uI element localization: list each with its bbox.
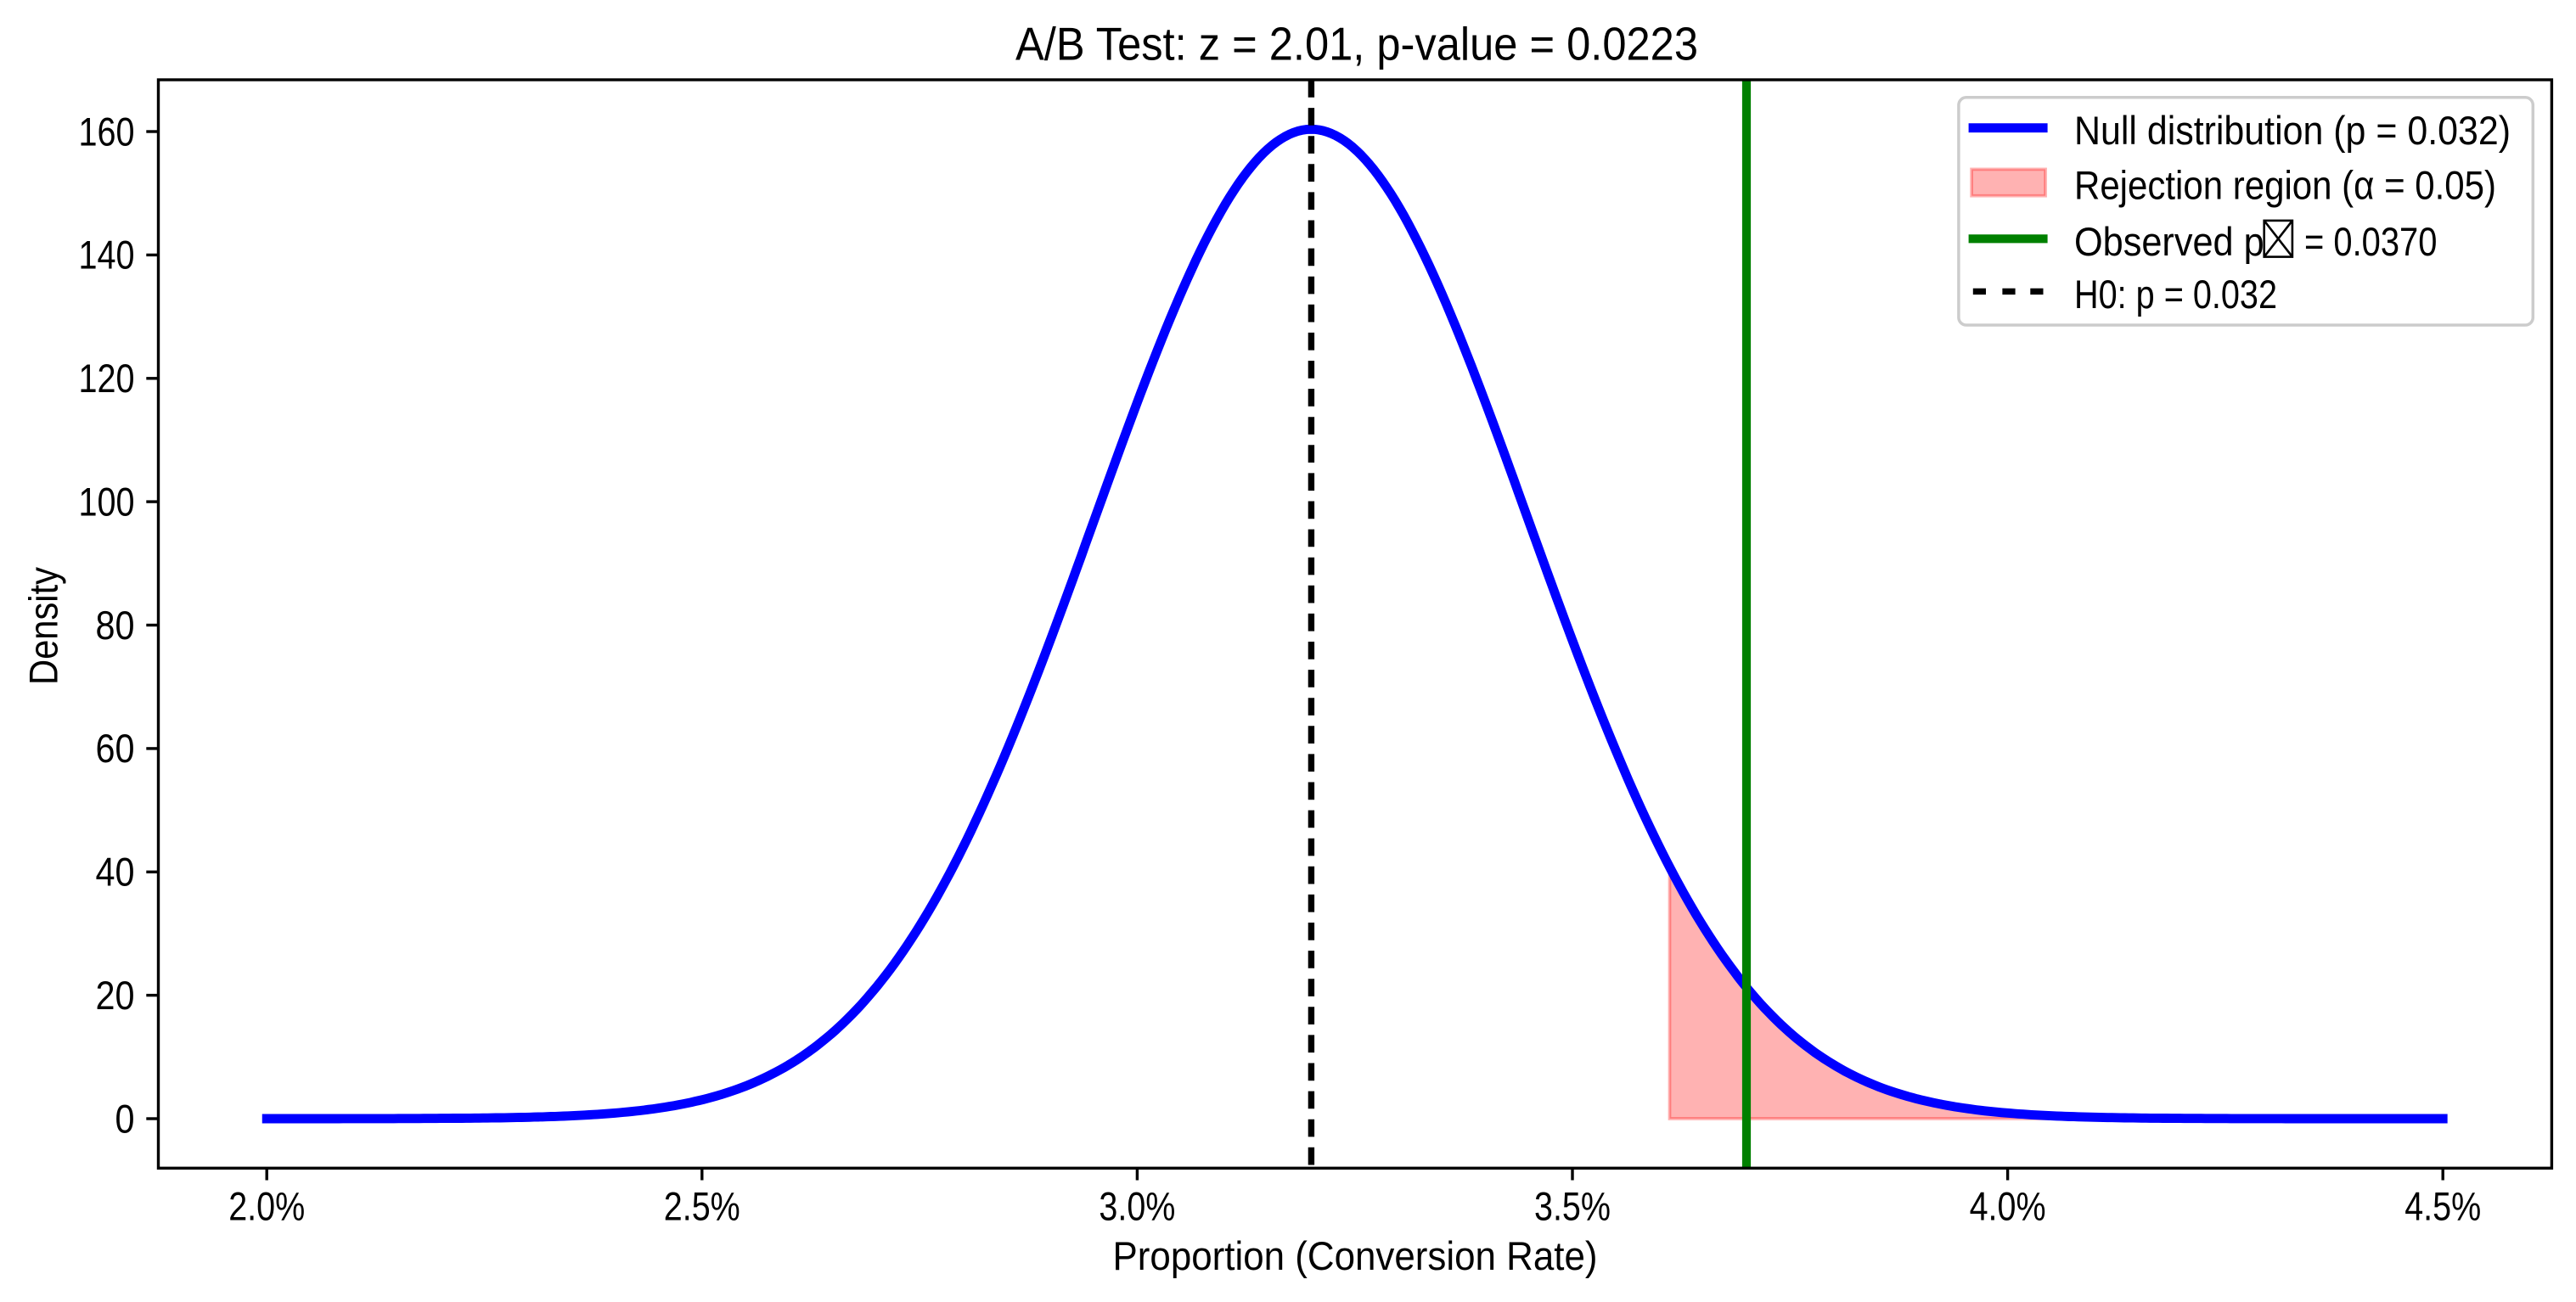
svg-text:Null distribution (p = 0.032): Null distribution (p = 0.032) [2074, 108, 2511, 153]
svg-text:H0: p = 0.032: H0: p = 0.032 [2074, 272, 2277, 317]
svg-text:100: 100 [79, 479, 135, 524]
svg-text:Rejection region (α = 0.05): Rejection region (α = 0.05) [2074, 163, 2496, 208]
svg-text:Density: Density [21, 567, 66, 685]
svg-text:20: 20 [96, 973, 135, 1018]
svg-text:40: 40 [96, 850, 135, 895]
svg-text:60: 60 [96, 726, 135, 771]
svg-text:2.0%: 2.0% [228, 1184, 305, 1229]
svg-text:3.5%: 3.5% [1534, 1184, 1611, 1229]
svg-text:140: 140 [79, 233, 135, 278]
svg-text:160: 160 [79, 109, 135, 154]
svg-text:4.5%: 4.5% [2404, 1184, 2481, 1229]
svg-text:4.0%: 4.0% [1970, 1184, 2046, 1229]
svg-text:Observed p: Observed p [2074, 219, 2264, 264]
svg-text:= 0.0370: = 0.0370 [2304, 219, 2437, 264]
svg-text:3.0%: 3.0% [1099, 1184, 1175, 1229]
svg-text:A/B Test: z = 2.01, p-value =: A/B Test: z = 2.01, p-value = 0.0223 [1015, 19, 1698, 70]
svg-text:2.5%: 2.5% [664, 1184, 740, 1229]
svg-text:Proportion (Conversion Rate): Proportion (Conversion Rate) [1113, 1233, 1598, 1278]
svg-text:80: 80 [96, 603, 135, 648]
svg-text:0: 0 [115, 1096, 135, 1141]
svg-text:120: 120 [79, 356, 135, 401]
